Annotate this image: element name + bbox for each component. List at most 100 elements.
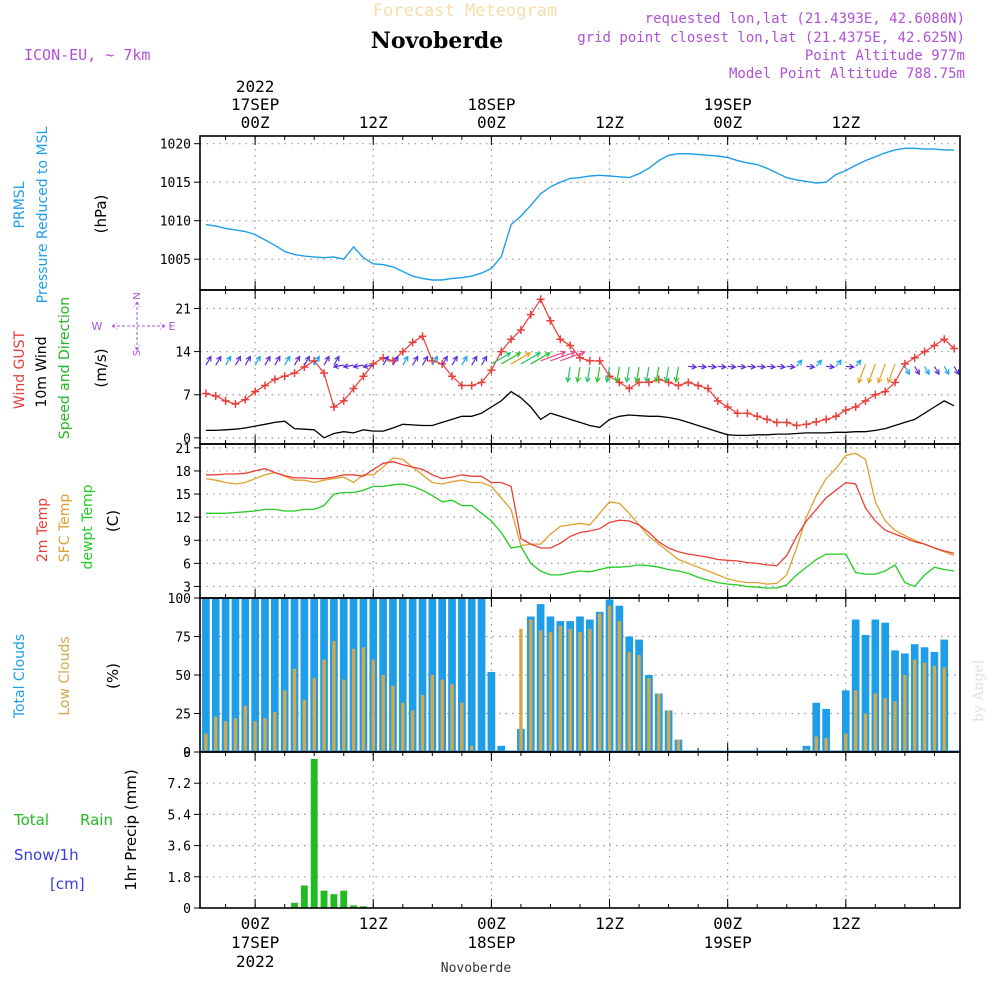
low-cloud-bar bbox=[637, 654, 641, 752]
panel-frame bbox=[199, 751, 961, 909]
gust-marker bbox=[822, 415, 831, 424]
low-cloud-bar bbox=[942, 667, 946, 752]
gust-marker bbox=[339, 396, 348, 405]
total-cloud-bar bbox=[841, 690, 850, 752]
gust-marker bbox=[743, 409, 752, 418]
wind-direction-arrow bbox=[614, 366, 621, 384]
wind-direction-arrow bbox=[421, 355, 429, 366]
gust-marker bbox=[408, 338, 417, 347]
low-cloud-bar bbox=[342, 679, 346, 752]
top-time-label: 12Z bbox=[359, 113, 388, 132]
wind-direction-arrow bbox=[461, 355, 468, 366]
gust-marker bbox=[930, 341, 939, 350]
wind-direction-arrow bbox=[855, 359, 862, 367]
low-cloud-bar bbox=[538, 630, 543, 752]
wind-direction-arrow bbox=[234, 355, 242, 366]
footer-location: Novoberde bbox=[441, 961, 512, 976]
low-cloud-bar bbox=[617, 621, 622, 752]
location-title: Novoberde bbox=[371, 28, 504, 54]
top-date-label: 19SEP bbox=[704, 95, 752, 114]
gust-marker bbox=[516, 326, 525, 335]
gust-marker bbox=[329, 403, 338, 412]
total-cloud-bar bbox=[477, 598, 486, 752]
gust-marker bbox=[349, 384, 358, 393]
wind-direction-arrow bbox=[815, 359, 823, 367]
total-cloud-bar bbox=[458, 598, 466, 752]
compass-icon: N S W E bbox=[92, 292, 176, 356]
gust-marker bbox=[241, 395, 250, 404]
y-tick-label: 1020 bbox=[160, 138, 191, 153]
wind-direction-arrow bbox=[284, 355, 291, 366]
low-cloud-bar bbox=[824, 738, 828, 752]
total-cloud-bar bbox=[389, 598, 397, 752]
pressure-labels: PRMSL Pressure Reduced to MSL (hPa) bbox=[12, 126, 110, 303]
gust-marker bbox=[684, 378, 693, 387]
total-cloud-bar bbox=[202, 598, 210, 752]
top-time-label: 00Z bbox=[241, 113, 270, 132]
total-cloud-bar bbox=[280, 598, 289, 752]
temp-label-3: dewpt Temp bbox=[80, 484, 96, 569]
wind-direction-arrow bbox=[215, 355, 222, 366]
compass-arrows bbox=[111, 301, 166, 351]
wind-labels: Wind GUST 10m Wind Speed and Direction (m/s… bbox=[12, 292, 176, 439]
gust-marker bbox=[910, 353, 919, 362]
gust-marker bbox=[290, 369, 299, 378]
y-tick-label: 25 bbox=[175, 708, 191, 723]
wind-direction-arrow bbox=[274, 355, 281, 366]
low-cloud-bar bbox=[647, 678, 651, 752]
low-cloud-bar bbox=[903, 675, 907, 752]
low-cloud-bar bbox=[578, 631, 582, 752]
low-cloud-bar bbox=[322, 659, 326, 752]
low-cloud-bar bbox=[863, 713, 868, 752]
model-altitude: Model Point Altitude 788.75m bbox=[729, 66, 965, 82]
wind-direction-arrow bbox=[530, 352, 551, 365]
wind-direction-arrow bbox=[604, 366, 611, 384]
t2m-line bbox=[205, 461, 955, 567]
wind-direction-arrow bbox=[845, 363, 856, 370]
precip-label-total: Total bbox=[13, 811, 49, 829]
wind-direction-arrow bbox=[412, 355, 419, 366]
y-tick-label: 7.2 bbox=[168, 777, 191, 792]
low-cloud-bar bbox=[922, 662, 927, 752]
panel-wind: 0 7 14 21 bbox=[175, 290, 960, 447]
gust-marker bbox=[812, 417, 821, 426]
low-cloud-bar bbox=[440, 679, 444, 752]
total-cloud-bar bbox=[881, 622, 890, 752]
cloud-label-2: Low Clouds bbox=[57, 636, 73, 715]
total-cloud-bar bbox=[251, 598, 259, 752]
y-tick-label: 75 bbox=[175, 631, 191, 646]
low-cloud-bar bbox=[804, 748, 809, 752]
grid-point-coords: grid point closest lon,lat (21.4375E, 42… bbox=[577, 30, 965, 46]
gust-marker bbox=[398, 347, 407, 356]
panel-pressure: 1005 1010 1015 1020 bbox=[160, 136, 960, 290]
bottom-time-label: 12Z bbox=[595, 914, 624, 933]
temp-label-2: SFC Temp bbox=[57, 494, 73, 563]
gust-marker bbox=[566, 341, 575, 350]
requested-coords: requested lon,lat (21.4393E, 42.6080N) bbox=[645, 11, 965, 27]
wind-direction-arrow bbox=[585, 366, 591, 384]
wind-direction-arrow bbox=[673, 366, 680, 384]
low-cloud-bar bbox=[873, 693, 878, 752]
gust-marker bbox=[467, 381, 476, 390]
y-tick-label: 1005 bbox=[160, 253, 191, 268]
wind-direction-arrow bbox=[431, 355, 438, 366]
precip-bar bbox=[350, 905, 358, 908]
cloud-labels: Total Clouds Low Clouds (%) bbox=[12, 634, 122, 719]
wind-direction-arrow bbox=[663, 366, 670, 384]
gust-marker bbox=[457, 381, 466, 390]
gust-marker bbox=[280, 372, 289, 381]
gust-marker bbox=[418, 332, 427, 341]
point-altitude: Point Altitude 977m bbox=[805, 48, 965, 64]
low-cloud-bar bbox=[371, 659, 375, 752]
low-cloud-bar bbox=[607, 605, 612, 752]
wind-direction-arrow bbox=[876, 363, 886, 384]
low-cloud-bar bbox=[302, 699, 307, 752]
gust-marker bbox=[260, 381, 269, 390]
gust-marker bbox=[950, 344, 959, 353]
panel-temperature: 3 6 9 12 15 18 21 bbox=[175, 442, 960, 598]
wind-label-3: Speed and Direction bbox=[57, 297, 73, 439]
panel-background bbox=[200, 752, 960, 908]
low-cloud-bar bbox=[657, 693, 661, 752]
gust-marker bbox=[477, 378, 486, 387]
